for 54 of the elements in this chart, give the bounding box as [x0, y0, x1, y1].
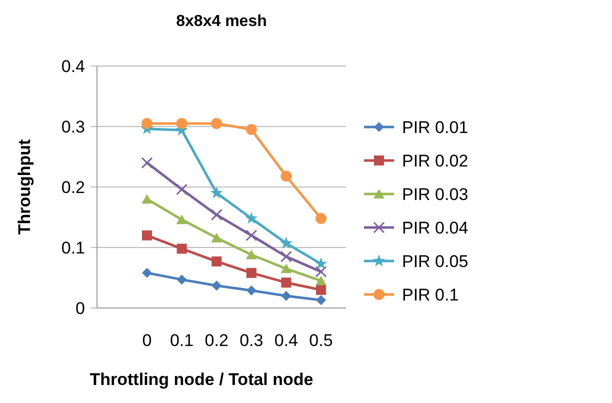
point [211, 118, 222, 129]
x-tick-label: 0.4 [274, 331, 298, 350]
point [316, 276, 326, 286]
point [246, 268, 256, 278]
legend-label: PIR 0.05 [402, 252, 468, 271]
y-tick-label: 0.3 [61, 117, 85, 136]
point [142, 118, 152, 129]
point [142, 194, 152, 204]
point [245, 212, 258, 224]
point [280, 264, 292, 274]
x-tick-label: 0.5 [309, 331, 333, 350]
point [246, 285, 256, 296]
point [246, 124, 257, 136]
x-tick-label: 0.3 [240, 331, 264, 350]
point [212, 256, 222, 266]
y-axis-title: Throughput [15, 138, 34, 235]
point [281, 278, 292, 288]
point [176, 214, 188, 224]
x-tick-label: 0.2 [204, 331, 228, 350]
point [176, 274, 187, 285]
point [176, 184, 188, 196]
point [316, 284, 326, 295]
point [316, 212, 326, 224]
x-axis-title: Throttling node / Total node [90, 370, 314, 389]
legend-label: PIR 0.1 [402, 285, 459, 304]
point [316, 295, 326, 306]
point [314, 257, 328, 270]
point [141, 157, 153, 169]
point [142, 268, 152, 278]
point [212, 280, 222, 291]
point [280, 250, 292, 262]
point [281, 290, 292, 301]
legend-label: PIR 0.02 [402, 151, 468, 170]
y-tick-label: 0.4 [61, 56, 85, 76]
y-tick-label: 0.2 [61, 178, 85, 197]
point [280, 170, 292, 182]
chart-title: 8x8x4 mesh [176, 13, 267, 30]
point [211, 232, 222, 242]
point [176, 244, 187, 254]
legend-label: PIR 0.01 [402, 118, 468, 137]
point [246, 230, 258, 242]
point [280, 236, 292, 249]
legend-label: PIR 0.03 [402, 184, 468, 204]
point [142, 230, 152, 240]
point [210, 209, 222, 221]
y-tick-label: 0.1 [61, 238, 85, 258]
point [315, 266, 327, 278]
point [210, 186, 223, 198]
point [246, 250, 257, 260]
x-tick-label: 0.1 [170, 331, 194, 350]
x-tick-label: 0 [142, 331, 152, 350]
legend-label: PIR 0.04 [402, 218, 468, 238]
point [176, 118, 188, 129]
y-tick-label: 0 [76, 298, 85, 318]
